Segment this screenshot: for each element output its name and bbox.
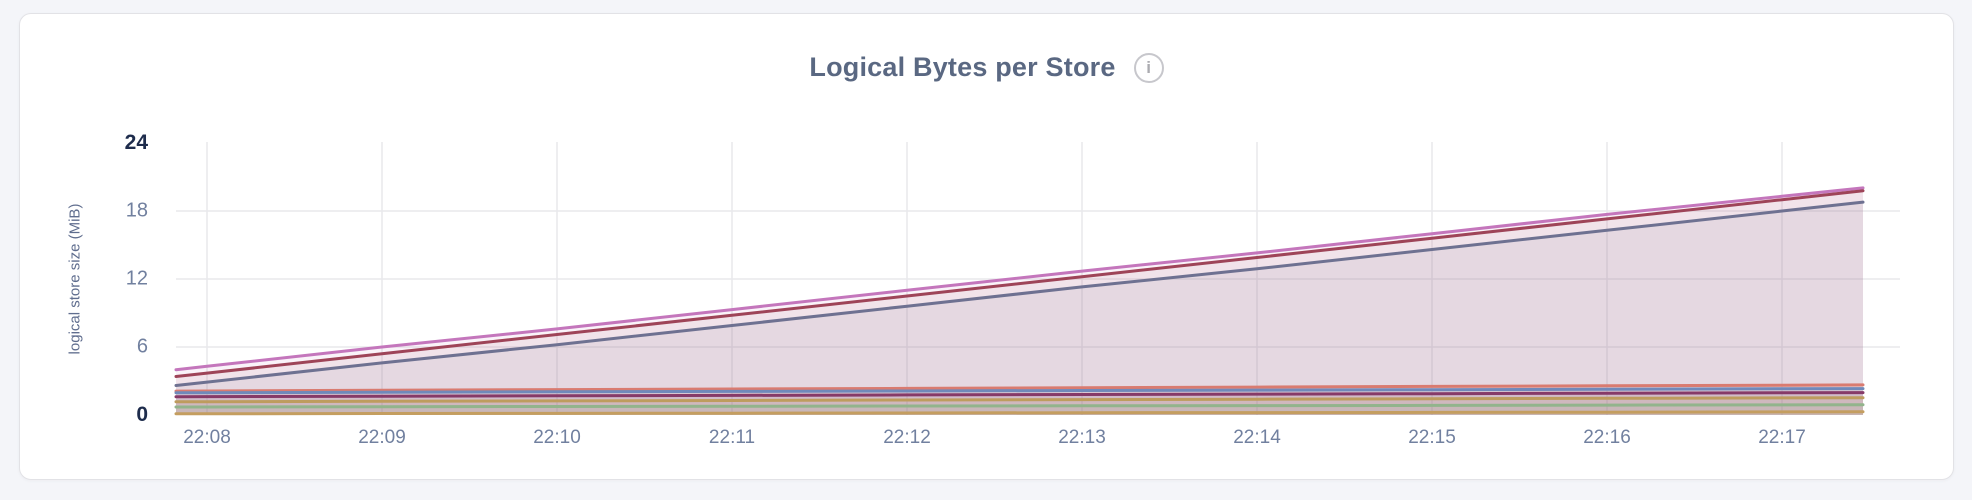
- series-line-store-5: [174, 387, 1865, 395]
- series-area-store-2: [176, 190, 1863, 415]
- series-line-store-3: [174, 200, 1865, 387]
- x-tick-label: 22:16: [1583, 427, 1631, 448]
- x-tick-label: 22:08: [183, 427, 231, 448]
- series-line-store-6: [174, 391, 1865, 399]
- info-icon[interactable]: i: [1133, 52, 1164, 83]
- series-line-store-9: [174, 410, 1865, 416]
- x-tick-label: 22:15: [1408, 427, 1456, 448]
- y-tick-label: 24: [124, 131, 148, 154]
- y-tick-label: 18: [125, 199, 148, 222]
- series-area-store-1: [176, 187, 1863, 415]
- chart-title: Logical Bytes per Store: [809, 52, 1116, 82]
- series-line-store-8: [174, 403, 1865, 409]
- series-line-store-2: [174, 189, 1865, 378]
- series-line-store-7: [174, 396, 1865, 404]
- y-tick-label: 12: [125, 267, 148, 290]
- x-tick-label: 22:17: [1758, 427, 1806, 448]
- x-tick-label: 22:10: [533, 427, 581, 448]
- x-tick-label: 22:14: [1233, 427, 1281, 448]
- x-tick-label: 22:12: [883, 427, 931, 448]
- series-line-store-1: [174, 186, 1865, 372]
- y-tick-label: 6: [136, 335, 148, 358]
- y-tick-label: 0: [136, 403, 148, 426]
- series-line-store-4: [174, 383, 1865, 393]
- series-area-store-3: [176, 202, 1863, 415]
- x-tick-label: 22:13: [1058, 427, 1106, 448]
- chart-header: Logical Bytes per Store i: [20, 52, 1953, 83]
- x-tick-label: 22:09: [358, 427, 406, 448]
- x-tick-label: 22:11: [708, 427, 756, 448]
